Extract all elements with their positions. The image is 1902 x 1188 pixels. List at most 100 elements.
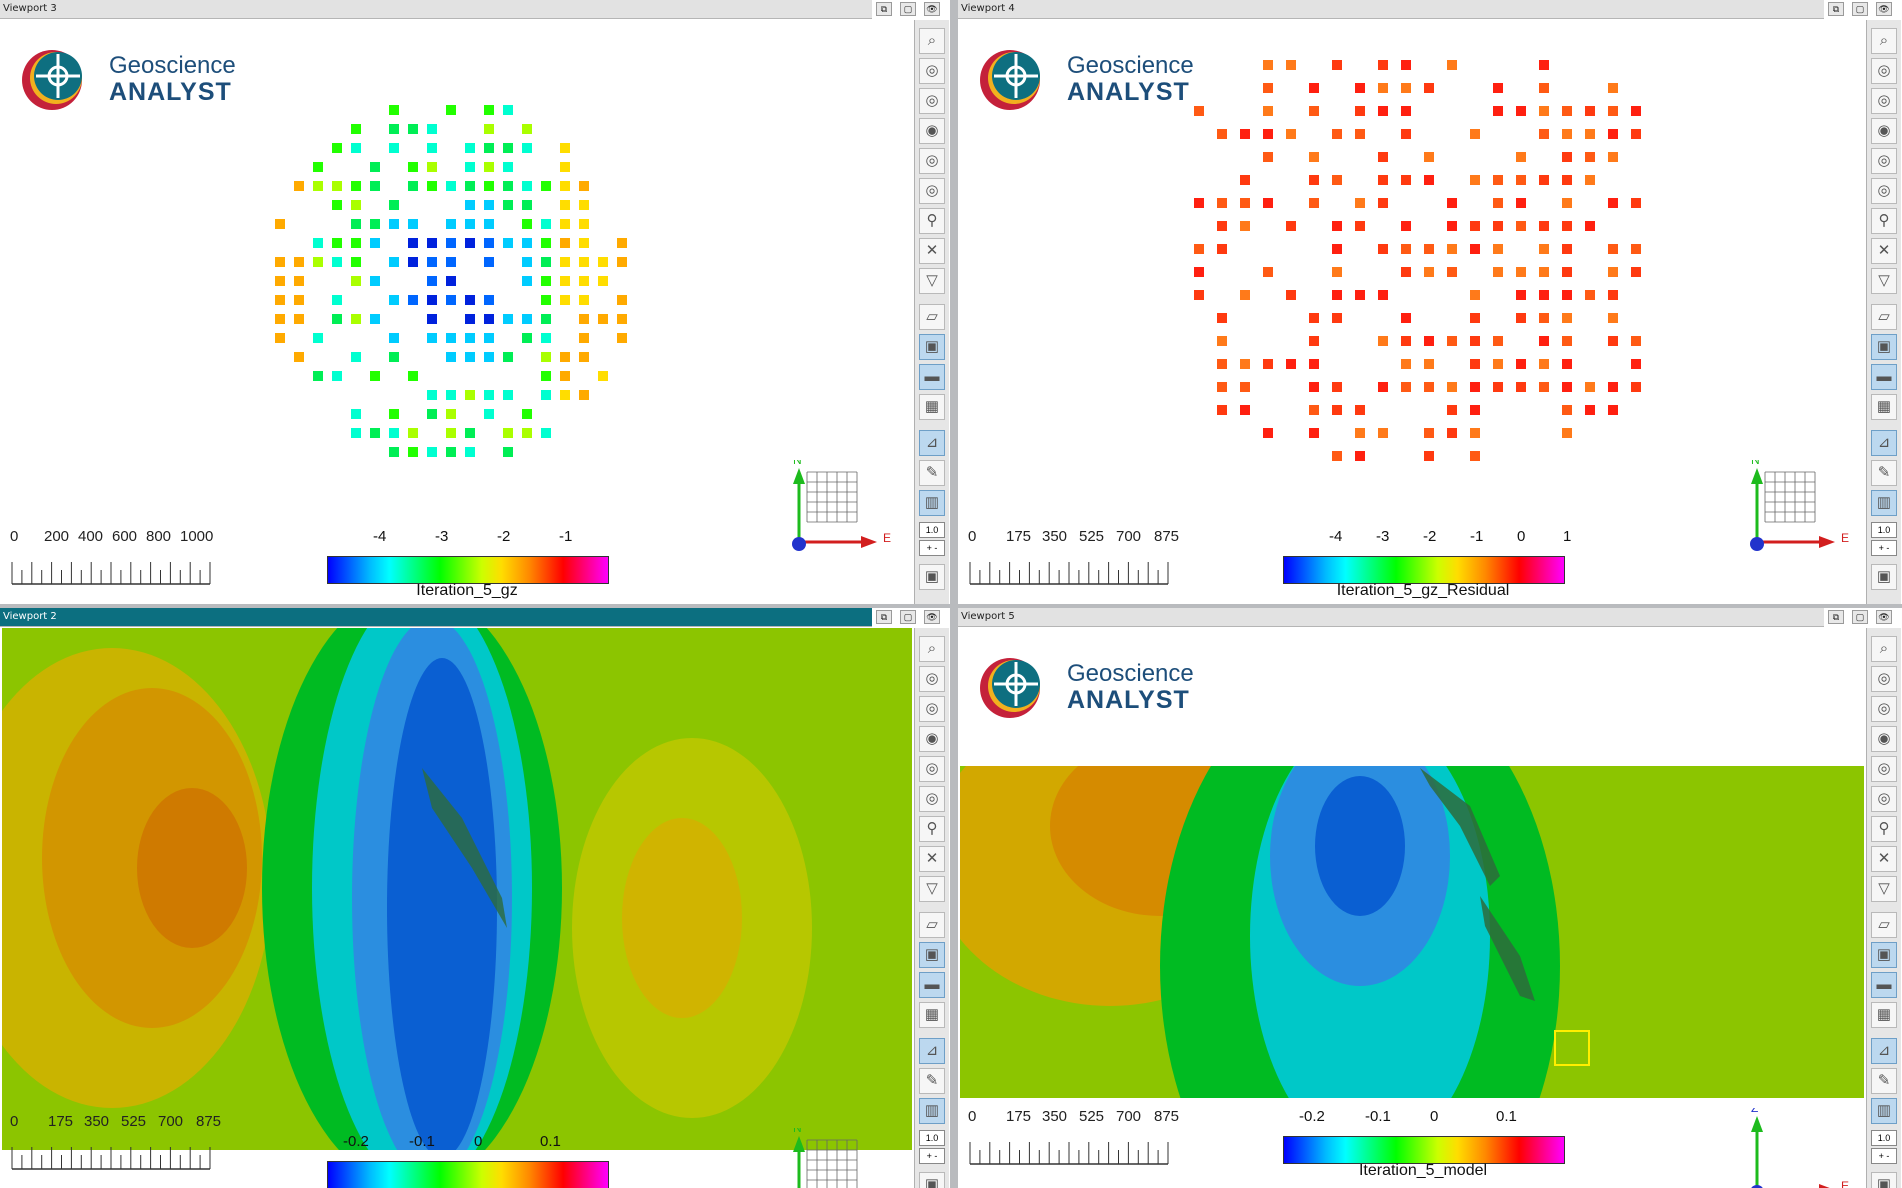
- paint-icon[interactable]: ✎: [1871, 460, 1897, 486]
- box-clip-icon[interactable]: ▣: [1871, 334, 1897, 360]
- ruler-icon[interactable]: ▬: [1871, 364, 1897, 390]
- look-icon[interactable]: ◎: [919, 786, 945, 812]
- paint-icon[interactable]: ✎: [919, 1068, 945, 1094]
- viewport-titlebar[interactable]: Viewport 5: [958, 608, 1824, 627]
- colorbar-icon[interactable]: ▥: [919, 1098, 945, 1124]
- paint-icon[interactable]: ✎: [919, 460, 945, 486]
- rotate-icon[interactable]: ◎: [919, 58, 945, 84]
- restore-window-button[interactable]: ⧉: [1828, 610, 1844, 624]
- section-icon[interactable]: ✕: [919, 846, 945, 872]
- look-icon[interactable]: ◎: [919, 178, 945, 204]
- maximize-window-button[interactable]: ▢: [1852, 2, 1868, 16]
- orbit-icon[interactable]: ◎: [1871, 756, 1897, 782]
- zoom-extent-icon[interactable]: ⌕: [1871, 636, 1897, 662]
- viewport-2[interactable]: Viewport 2⧉▢👁⌕◎◎◉◎◎⚲✕▽▱▣▬▦⊿✎▥1.0+ -▣Geos…: [0, 608, 950, 1188]
- zoom-extent-icon[interactable]: ⌕: [919, 636, 945, 662]
- data-point: [503, 447, 513, 457]
- orbit-icon[interactable]: ◎: [1871, 148, 1897, 174]
- ruler-icon[interactable]: ▬: [1871, 972, 1897, 998]
- center-icon[interactable]: ◉: [919, 118, 945, 144]
- maximize-window-button[interactable]: ▢: [1852, 610, 1868, 624]
- rotate-icon[interactable]: ◎: [1871, 58, 1897, 84]
- section-icon[interactable]: ✕: [1871, 846, 1897, 872]
- viewport-titlebar[interactable]: Viewport 4: [958, 0, 1824, 19]
- pan-icon[interactable]: ◎: [1871, 696, 1897, 722]
- ruler-icon[interactable]: ▬: [919, 364, 945, 390]
- rotate-icon[interactable]: ◎: [919, 666, 945, 692]
- viewport-titlebar[interactable]: Viewport 3: [0, 0, 872, 19]
- zoom-level-field[interactable]: 1.0: [1871, 1130, 1897, 1146]
- restore-window-button[interactable]: ⧉: [876, 610, 892, 624]
- center-icon[interactable]: ◉: [1871, 118, 1897, 144]
- orbit-icon[interactable]: ◎: [919, 148, 945, 174]
- grid-icon[interactable]: ▦: [919, 394, 945, 420]
- measure-icon[interactable]: ⚲: [919, 208, 945, 234]
- camera-icon[interactable]: ▣: [919, 1172, 945, 1188]
- rotate-icon[interactable]: ◎: [1871, 666, 1897, 692]
- measure-icon[interactable]: ⚲: [919, 816, 945, 842]
- colorbar-tick-label: -4: [373, 528, 387, 545]
- maximize-window-button[interactable]: ▢: [900, 610, 916, 624]
- restore-window-button[interactable]: ⧉: [876, 2, 892, 16]
- camera-icon[interactable]: ▣: [1871, 1172, 1897, 1188]
- funnel-icon[interactable]: ▽: [919, 268, 945, 294]
- center-icon[interactable]: ◉: [919, 726, 945, 752]
- axes-icon[interactable]: ⊿: [1871, 430, 1897, 456]
- box-clip-icon[interactable]: ▣: [919, 942, 945, 968]
- visibility-icon[interactable]: 👁: [1876, 2, 1892, 16]
- paint-icon[interactable]: ✎: [1871, 1068, 1897, 1094]
- colorbar-icon[interactable]: ▥: [919, 490, 945, 516]
- box-clip-icon[interactable]: ▣: [1871, 942, 1897, 968]
- axes-icon[interactable]: ⊿: [919, 430, 945, 456]
- visibility-icon[interactable]: 👁: [924, 610, 940, 624]
- grid-icon[interactable]: ▦: [1871, 1002, 1897, 1028]
- colorbar-icon[interactable]: ▥: [1871, 1098, 1897, 1124]
- camera-icon[interactable]: ▣: [919, 564, 945, 590]
- zoom-stepper[interactable]: + -: [1871, 540, 1897, 556]
- pan-icon[interactable]: ◎: [919, 696, 945, 722]
- funnel-icon[interactable]: ▽: [1871, 876, 1897, 902]
- viewport-5[interactable]: Viewport 5 ⧉ ▢ 👁 ⌕ ◎ ◎ ◉ ◎ ◎ ⚲ ✕ ▽ ▱ ▣ ▬ ▦ ⊿ ✎ ▥ 1.0 + - ▣ Geos…: [958, 608, 1902, 1188]
- zoom-level-field[interactable]: 1.0: [919, 1130, 945, 1146]
- zoom-extent-icon[interactable]: ⌕: [1871, 28, 1897, 54]
- zoom-level-field[interactable]: 1.0: [919, 522, 945, 538]
- measure-icon[interactable]: ⚲: [1871, 208, 1897, 234]
- zoom-level-field[interactable]: 1.0: [1871, 522, 1897, 538]
- look-icon[interactable]: ◎: [1871, 786, 1897, 812]
- data-point: [332, 371, 342, 381]
- restore-window-button[interactable]: ⧉: [1828, 2, 1844, 16]
- section-icon[interactable]: ✕: [919, 238, 945, 264]
- viewport-titlebar[interactable]: Viewport 2: [0, 608, 872, 627]
- zoom-stepper[interactable]: + -: [1871, 1148, 1897, 1164]
- pan-icon[interactable]: ◎: [919, 88, 945, 114]
- colorbar-icon[interactable]: ▥: [1871, 490, 1897, 516]
- ruler-icon[interactable]: ▬: [919, 972, 945, 998]
- orbit-icon[interactable]: ◎: [919, 756, 945, 782]
- zoom-extent-icon[interactable]: ⌕: [919, 28, 945, 54]
- measure-icon[interactable]: ⚲: [1871, 816, 1897, 842]
- clip-plane-icon[interactable]: ▱: [1871, 304, 1897, 330]
- camera-icon[interactable]: ▣: [1871, 564, 1897, 590]
- clip-plane-icon[interactable]: ▱: [919, 304, 945, 330]
- look-icon[interactable]: ◎: [1871, 178, 1897, 204]
- axes-icon[interactable]: ⊿: [919, 1038, 945, 1064]
- center-icon[interactable]: ◉: [1871, 726, 1897, 752]
- visibility-icon[interactable]: 👁: [1876, 610, 1892, 624]
- clip-plane-icon[interactable]: ▱: [919, 912, 945, 938]
- grid-icon[interactable]: ▦: [1871, 394, 1897, 420]
- zoom-stepper[interactable]: + -: [919, 540, 945, 556]
- maximize-window-button[interactable]: ▢: [900, 2, 916, 16]
- axes-icon[interactable]: ⊿: [1871, 1038, 1897, 1064]
- pan-icon[interactable]: ◎: [1871, 88, 1897, 114]
- box-clip-icon[interactable]: ▣: [919, 334, 945, 360]
- visibility-icon[interactable]: 👁: [924, 2, 940, 16]
- section-icon[interactable]: ✕: [1871, 238, 1897, 264]
- zoom-stepper[interactable]: + -: [919, 1148, 945, 1164]
- viewport-4[interactable]: Viewport 4 ⧉ ▢ 👁 ⌕ ◎ ◎ ◉ ◎ ◎ ⚲ ✕ ▽ ▱ ▣ ▬ ▦ ⊿ ✎ ▥ 1.0 + - ▣ Geos…: [958, 0, 1902, 604]
- data-point: [427, 124, 437, 134]
- clip-plane-icon[interactable]: ▱: [1871, 912, 1897, 938]
- funnel-icon[interactable]: ▽: [919, 876, 945, 902]
- viewport-3[interactable]: Viewport 3 ⧉ ▢ 👁 ⌕ ◎ ◎ ◉ ◎ ◎ ⚲ ✕ ▽ ▱ ▣ ▬ ▦ ⊿ ✎ ▥ 1.0 + - ▣ Geos…: [0, 0, 950, 604]
- funnel-icon[interactable]: ▽: [1871, 268, 1897, 294]
- grid-icon[interactable]: ▦: [919, 1002, 945, 1028]
